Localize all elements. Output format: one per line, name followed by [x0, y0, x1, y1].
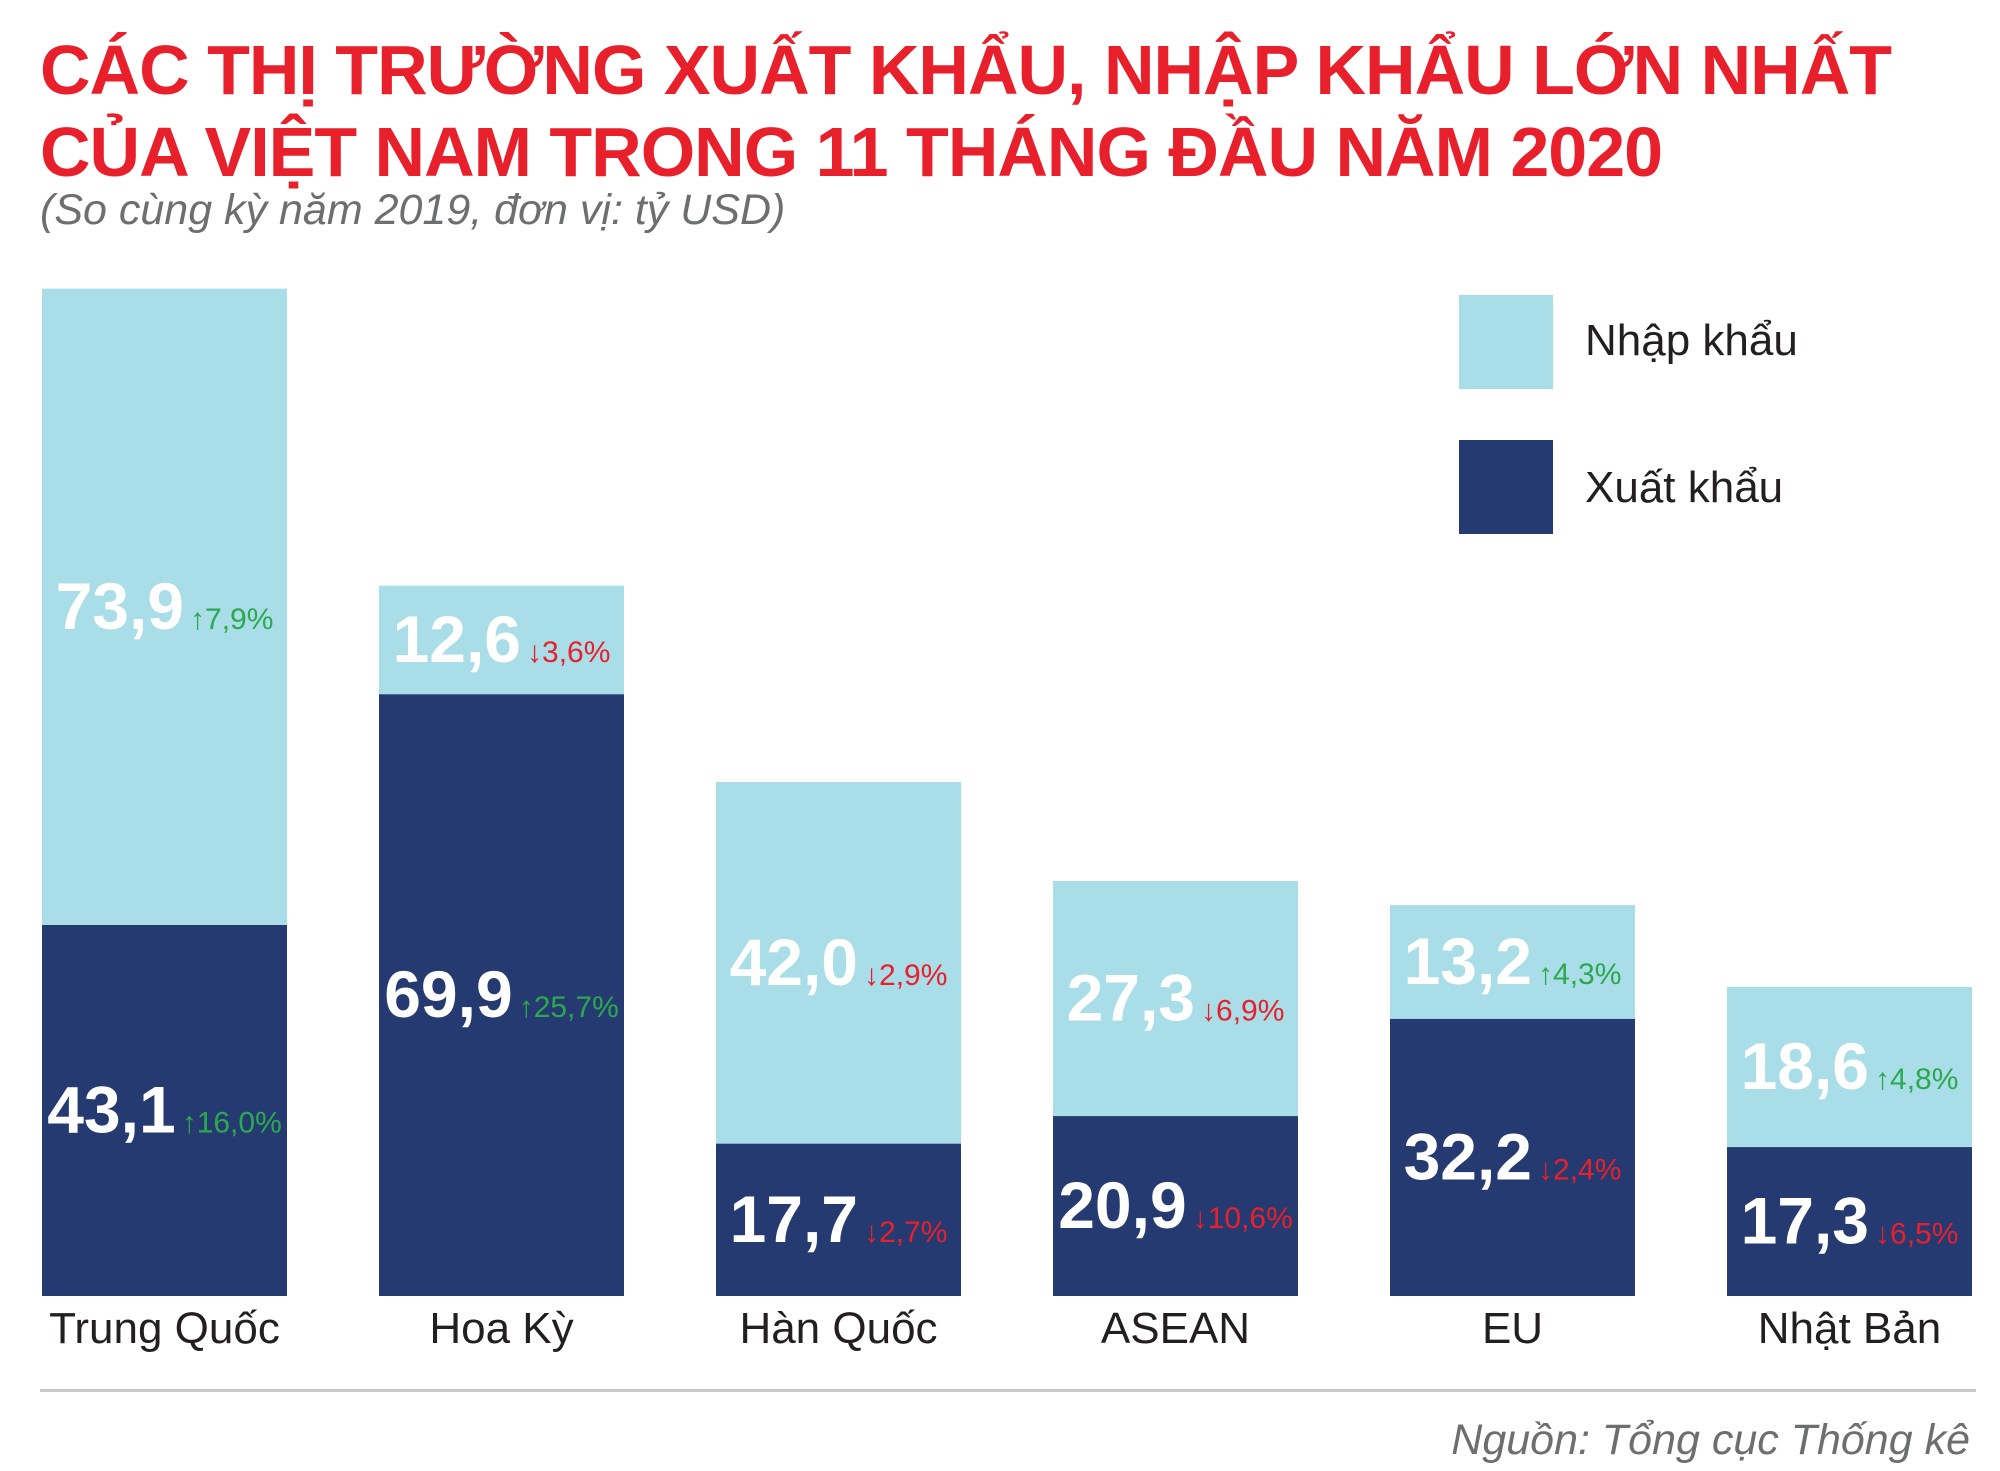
bar-export: [379, 694, 624, 1296]
import-value-label: 73,9 ↑7,9%: [56, 569, 274, 643]
legend-export-label: Xuất khẩu: [1585, 463, 1784, 512]
bar-import: [1053, 880, 1298, 1117]
export-value-label: 17,3 ↓6,5%: [1741, 1184, 1959, 1258]
bar-export: [42, 924, 287, 1296]
import-value-label: 42,0 ↓2,9%: [730, 925, 948, 999]
import-value-label: 12,6 ↓3,6%: [393, 602, 611, 676]
category-tick-label: Trung Quốc: [49, 1304, 280, 1353]
bar-import: [379, 585, 624, 695]
bar-import: [42, 288, 287, 925]
legend-import-label: Nhập khẩu: [1585, 316, 1798, 365]
export-value-label: 17,7 ↓2,7%: [730, 1182, 948, 1256]
chart-title-line-2: CỦA VIỆT NAM TRONG 11 THÁNG ĐẦU NĂM 2020: [40, 113, 1663, 191]
import-value-label: 13,2 ↑4,3%: [1404, 924, 1622, 998]
chart-title-line-1: CÁC THỊ TRƯỜNG XUẤT KHẨU, NHẬP KHẨU LỚN …: [40, 31, 1892, 109]
bar-import: [1727, 986, 1972, 1148]
import-value-label: 27,3 ↓6,9%: [1067, 961, 1285, 1035]
bar-import: [716, 781, 961, 1144]
category-tick-label: Hoa Kỳ: [429, 1304, 573, 1353]
category-tick-label: ASEAN: [1101, 1304, 1250, 1353]
stacked-bar-chart: 43,1 ↑16,0% 73,9 ↑7,9% Trung Quốc 69,9 ↑25,7% 1…: [42, 288, 1972, 1353]
export-value-label: 20,9 ↓10,6%: [1058, 1168, 1293, 1242]
footer-divider: [40, 1389, 1976, 1392]
legend-export-swatch: [1459, 440, 1553, 534]
source-note: Nguồn: Tổng cục Thống kê: [1451, 1416, 1970, 1464]
chart-subtitle: (So cùng kỳ năm 2019, đơn vị: tỷ USD): [40, 186, 786, 234]
import-value-label: 18,6 ↑4,8%: [1741, 1029, 1959, 1103]
bar-export: [1727, 1147, 1972, 1296]
bar-export: [1053, 1116, 1298, 1296]
export-value-label: 69,9 ↑25,7%: [384, 957, 619, 1031]
export-value-label: 32,2 ↓2,4%: [1404, 1119, 1622, 1193]
category-tick-label: Nhật Bản: [1758, 1304, 1941, 1353]
category-tick-label: EU: [1482, 1304, 1543, 1353]
legend-import-swatch: [1459, 295, 1553, 389]
category-tick-label: Hàn Quốc: [739, 1304, 937, 1353]
export-value-label: 43,1 ↑16,0%: [47, 1072, 282, 1146]
bar-export: [716, 1143, 961, 1296]
bar-export: [1390, 1018, 1635, 1296]
bar-import: [1390, 905, 1635, 1019]
